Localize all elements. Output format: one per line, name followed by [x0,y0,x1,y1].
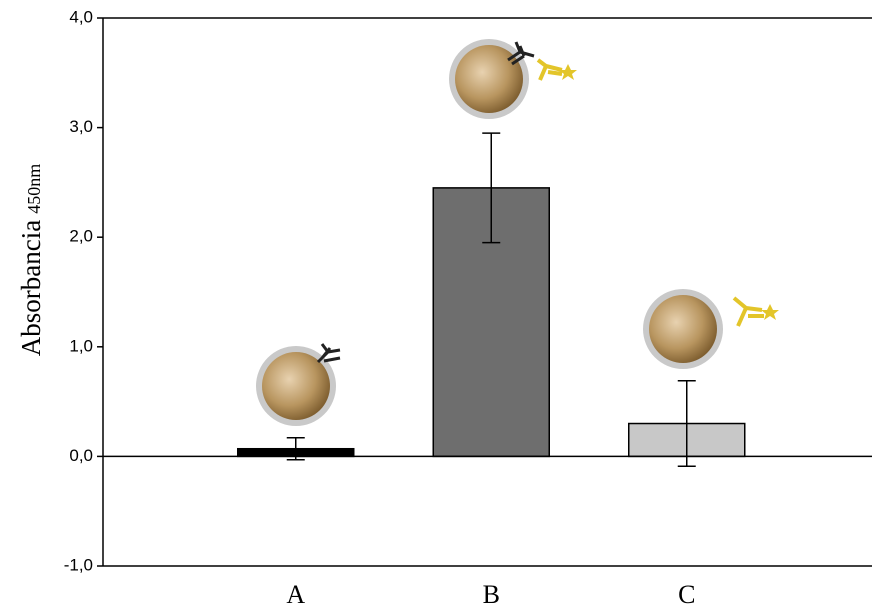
y-tick-label: -1,0 [64,555,93,574]
x-tick-label: C [678,580,695,609]
bead-icon [643,289,779,369]
y-axis-label-main: Absorbancia [16,220,46,356]
y-tick-label: 1,0 [69,336,93,355]
y-axis-label-sub: 450nm [24,164,44,214]
y-tick-label: 3,0 [69,117,93,136]
y-tick-label: 4,0 [69,7,93,26]
y-tick-label: 2,0 [69,227,93,246]
error-bar [677,380,696,468]
bead-icon [449,39,577,119]
x-tick-label: B [483,580,500,609]
x-tick-label: A [286,580,305,609]
y-axis-label: Absorbancia 450nm [16,164,46,356]
error-bar [482,132,501,244]
y-tick-label: 0,0 [69,446,93,465]
illustrations [256,39,779,426]
bead-icon [256,343,341,426]
